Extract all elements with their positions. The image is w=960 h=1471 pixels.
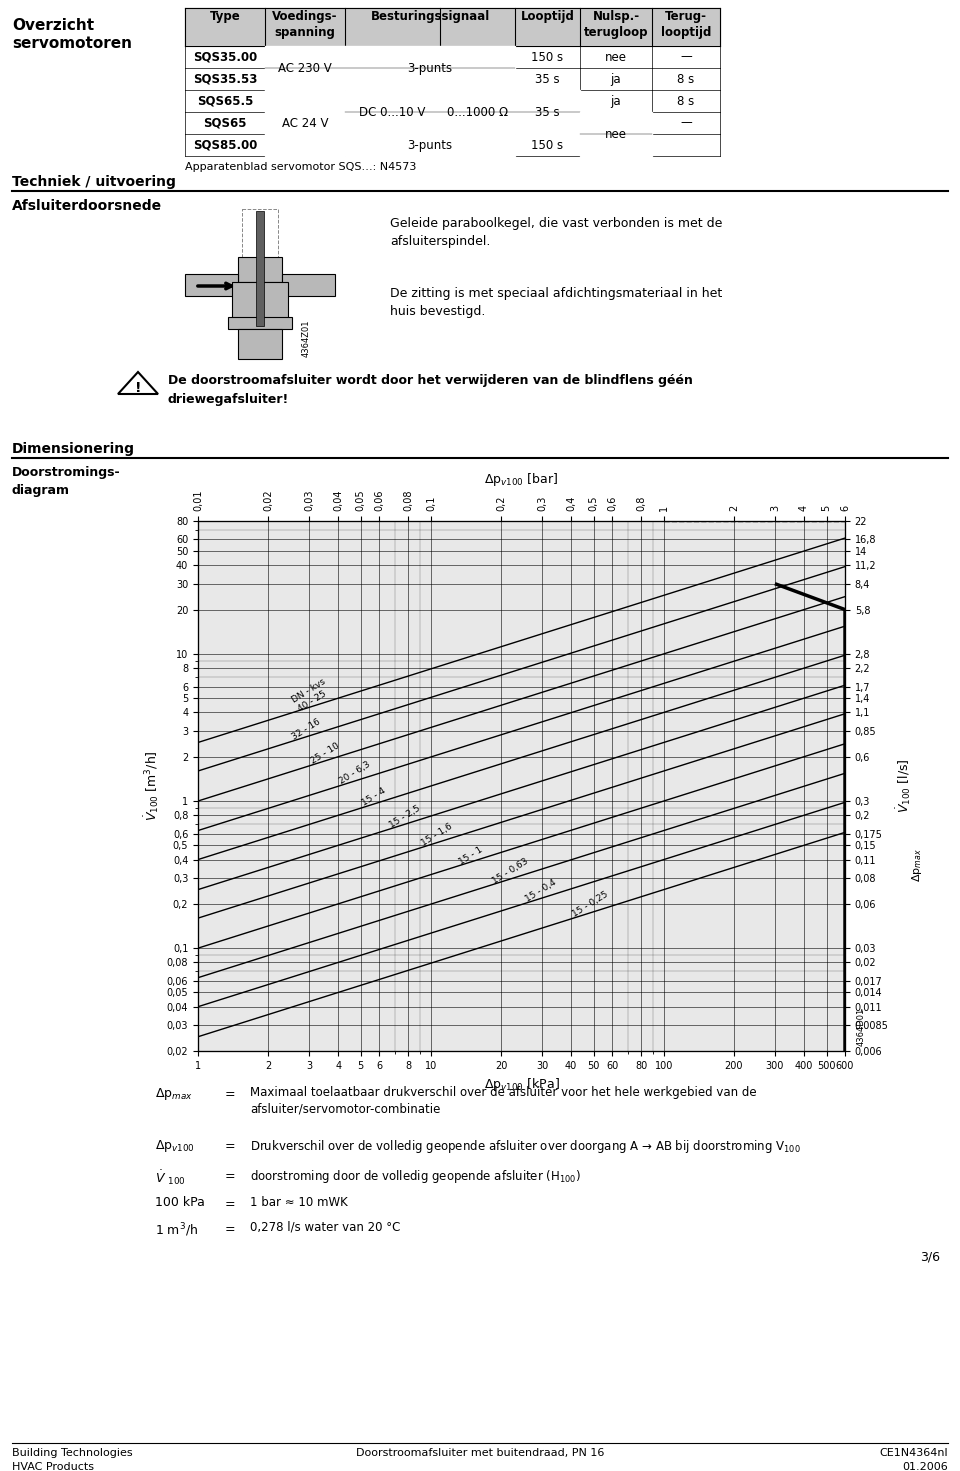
Bar bbox=[345, 90, 440, 134]
Text: 32 - 16: 32 - 16 bbox=[291, 718, 323, 741]
Text: SQS85.00: SQS85.00 bbox=[193, 138, 257, 152]
Bar bbox=[228, 316, 292, 330]
Text: 150 s: 150 s bbox=[532, 50, 564, 63]
Bar bbox=[345, 134, 515, 156]
Bar bbox=[440, 90, 515, 134]
Text: AC 24 V: AC 24 V bbox=[281, 116, 328, 129]
Text: Geleide paraboolkegel, die vast verbonden is met de
afsluiterspindel.: Geleide paraboolkegel, die vast verbonde… bbox=[390, 218, 722, 249]
Text: De zitting is met speciaal afdichtingsmateriaal in het
huis bevestigd.: De zitting is met speciaal afdichtingsma… bbox=[390, 287, 722, 318]
Text: 3-punts: 3-punts bbox=[407, 62, 452, 75]
Text: 0,278 l/s water van 20 °C: 0,278 l/s water van 20 °C bbox=[250, 1221, 400, 1234]
Text: SQS35.53: SQS35.53 bbox=[193, 72, 257, 85]
Text: 1 m$^{3}$/h: 1 m$^{3}$/h bbox=[155, 1221, 198, 1239]
Text: ja: ja bbox=[611, 94, 621, 107]
Bar bbox=[265, 90, 345, 156]
Text: 15 - 0,63: 15 - 0,63 bbox=[491, 856, 530, 886]
Text: 0...1000 Ω: 0...1000 Ω bbox=[447, 106, 508, 119]
Bar bbox=[515, 90, 580, 134]
Text: Afsluiterdoorsnede: Afsluiterdoorsnede bbox=[12, 199, 162, 213]
Text: Looptijd: Looptijd bbox=[520, 10, 574, 24]
Text: =: = bbox=[225, 1089, 235, 1100]
Text: 15 - 2,5: 15 - 2,5 bbox=[387, 803, 421, 830]
Text: 8 s: 8 s bbox=[678, 94, 695, 107]
Bar bbox=[185, 112, 720, 134]
Text: SQS65: SQS65 bbox=[204, 116, 247, 129]
Text: =: = bbox=[225, 1197, 235, 1211]
Text: nee: nee bbox=[605, 128, 627, 141]
Bar bbox=[345, 46, 515, 90]
Text: 35 s: 35 s bbox=[535, 106, 560, 119]
Text: =: = bbox=[225, 1140, 235, 1153]
Text: 4364D01: 4364D01 bbox=[857, 1008, 866, 1046]
Text: 150 s: 150 s bbox=[532, 138, 564, 152]
Bar bbox=[282, 274, 335, 296]
Text: 25 - 10: 25 - 10 bbox=[309, 741, 341, 766]
Text: 3/6: 3/6 bbox=[920, 1250, 940, 1264]
Bar bbox=[265, 46, 345, 90]
Bar bbox=[185, 46, 720, 68]
Text: Doorstromings-
diagram: Doorstromings- diagram bbox=[12, 466, 121, 497]
Bar bbox=[185, 134, 720, 156]
Text: 1 bar ≈ 10 mWK: 1 bar ≈ 10 mWK bbox=[250, 1196, 348, 1209]
Text: De doorstroomafsluiter wordt door het verwijderen van de blindflens géén
drieweg: De doorstroomafsluiter wordt door het ve… bbox=[168, 374, 693, 406]
Bar bbox=[238, 257, 282, 282]
Text: $\Delta$p$_{max}$: $\Delta$p$_{max}$ bbox=[910, 849, 924, 883]
Text: Dimensionering: Dimensionering bbox=[12, 441, 135, 456]
Bar bbox=[242, 209, 278, 259]
Y-axis label: $\dot{V}_{100}$ [m$^{3}$/h]: $\dot{V}_{100}$ [m$^{3}$/h] bbox=[142, 750, 161, 821]
Text: 100 kPa: 100 kPa bbox=[155, 1196, 204, 1209]
Text: 15 - 0,25: 15 - 0,25 bbox=[571, 890, 611, 919]
Bar bbox=[185, 90, 720, 112]
Text: 15 - 0,4: 15 - 0,4 bbox=[523, 878, 558, 903]
Text: Maximaal toelaatbaar drukverschil over de afsluiter voor het hele werkgebied van: Maximaal toelaatbaar drukverschil over d… bbox=[250, 1086, 756, 1116]
Bar bbox=[185, 7, 720, 46]
Bar bbox=[256, 210, 264, 327]
Text: 15 - 4: 15 - 4 bbox=[361, 787, 388, 808]
Text: SQS65.5: SQS65.5 bbox=[197, 94, 253, 107]
Bar bbox=[185, 68, 720, 90]
Text: AC 230 V: AC 230 V bbox=[278, 62, 332, 75]
X-axis label: $\Delta$p$_{v100}$ [bar]: $\Delta$p$_{v100}$ [bar] bbox=[485, 471, 559, 488]
Text: !: ! bbox=[134, 381, 141, 396]
Bar bbox=[185, 274, 238, 296]
Text: 4364Z01: 4364Z01 bbox=[302, 319, 311, 357]
Text: nee: nee bbox=[605, 50, 627, 63]
Text: SQS35.00: SQS35.00 bbox=[193, 50, 257, 63]
Text: DC 0...10 V: DC 0...10 V bbox=[359, 106, 425, 119]
Text: =: = bbox=[225, 1222, 235, 1236]
Text: 15 - 1: 15 - 1 bbox=[457, 844, 485, 866]
Text: 15 - 1,6: 15 - 1,6 bbox=[420, 822, 454, 849]
Text: Drukverschil over de volledig geopende afsluiter over doorgang A → AB bij doorst: Drukverschil over de volledig geopende a… bbox=[250, 1139, 801, 1155]
Text: ja: ja bbox=[611, 72, 621, 85]
Text: CE1N4364nl
01.2006: CE1N4364nl 01.2006 bbox=[879, 1447, 948, 1471]
Text: Techniek / uitvoering: Techniek / uitvoering bbox=[12, 175, 176, 188]
Text: 35 s: 35 s bbox=[535, 72, 560, 85]
Text: Doorstroomafsluiter met buitendraad, PN 16: Doorstroomafsluiter met buitendraad, PN … bbox=[356, 1447, 604, 1458]
Bar bbox=[238, 330, 282, 359]
Text: Building Technologies
HVAC Products: Building Technologies HVAC Products bbox=[12, 1447, 132, 1471]
Text: Besturingssignaal: Besturingssignaal bbox=[371, 10, 490, 24]
Text: —: — bbox=[680, 116, 692, 129]
Bar bbox=[580, 112, 652, 156]
Y-axis label: $\dot{V}_{100}$ [l/s]: $\dot{V}_{100}$ [l/s] bbox=[894, 759, 913, 813]
Bar bbox=[232, 282, 288, 322]
Text: 3-punts: 3-punts bbox=[407, 138, 452, 152]
Text: —: — bbox=[680, 50, 692, 63]
Text: Apparatenblad servomotor SQS…: N4573: Apparatenblad servomotor SQS…: N4573 bbox=[185, 162, 417, 172]
Text: 20 - 6,3: 20 - 6,3 bbox=[338, 761, 372, 787]
Text: servomotoren: servomotoren bbox=[12, 35, 132, 51]
Text: Nulsp.-
terugloop: Nulsp.- terugloop bbox=[584, 10, 648, 40]
Text: 8 s: 8 s bbox=[678, 72, 695, 85]
Text: $\Delta$p$_{max}$: $\Delta$p$_{max}$ bbox=[155, 1086, 193, 1102]
Text: =: = bbox=[225, 1169, 235, 1183]
Text: Overzicht: Overzicht bbox=[12, 18, 94, 32]
X-axis label: $\Delta$p$_{v100}$ [kPa]: $\Delta$p$_{v100}$ [kPa] bbox=[484, 1077, 560, 1093]
Text: Type: Type bbox=[209, 10, 240, 24]
Text: $\Delta$p$_{v100}$: $\Delta$p$_{v100}$ bbox=[155, 1139, 195, 1155]
Text: DN - kvs
40 - 25: DN - kvs 40 - 25 bbox=[291, 677, 333, 713]
Text: doorstroming door de volledig geopende afsluiter (H$_{100}$): doorstroming door de volledig geopende a… bbox=[250, 1168, 581, 1186]
Text: $\dot{V}$ $_{100}$: $\dot{V}$ $_{100}$ bbox=[155, 1168, 186, 1187]
Text: Terug-
looptijd: Terug- looptijd bbox=[660, 10, 711, 40]
Text: Voedings-
spanning: Voedings- spanning bbox=[273, 10, 338, 40]
